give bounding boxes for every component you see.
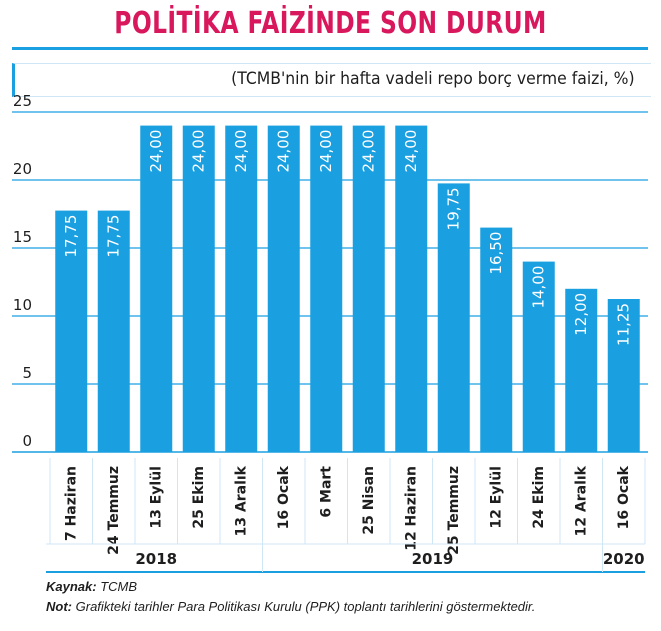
bar-value-label: 24,00 [402, 130, 420, 173]
category-label: 24 Temmuz [106, 466, 122, 555]
chart-subtitle: (TCMB'nin bir hafta vadeli repo borç ver… [231, 69, 635, 89]
subtitle-bar: (TCMB'nin bir hafta vadeli repo borç ver… [12, 63, 651, 97]
bar-value-label: 11,25 [614, 303, 632, 346]
axis-layer: 0 5 10 15 20 25 7 Haziran 24 Temmuz 13 Eylül 25 E… [13, 92, 646, 573]
bar [182, 125, 215, 452]
y-tick-label: 15 [13, 228, 32, 246]
bar-value-label: 24,00 [317, 130, 335, 173]
bar-value-label: 17,75 [104, 215, 122, 258]
category-label: 25 Ekim [191, 466, 207, 529]
source-line: Kaynak: TCMB [46, 577, 535, 597]
y-tick-label: 0 [22, 432, 32, 450]
year-label: 2020 [603, 550, 645, 568]
bars-layer: 17,75 17,75 24,00 24,00 24,00 24,00 24,00 24,00… [55, 125, 640, 452]
category-label: 12 Eylül [488, 466, 504, 529]
bar-value-label: 24,00 [147, 130, 165, 173]
bar-value-label: 24,00 [189, 130, 207, 173]
bar-chart: 17,75 17,75 24,00 24,00 24,00 24,00 24,00 24,00… [12, 92, 648, 573]
bar [607, 299, 640, 452]
bar [565, 288, 598, 452]
category-label: 25 Nisan [361, 466, 377, 535]
source-label: Kaynak: [46, 579, 97, 594]
note-label: Not: [46, 599, 72, 614]
bar [310, 125, 343, 452]
note-text: Grafikteki tarihler Para Politikası Kuru… [75, 599, 536, 614]
title-rule [12, 47, 648, 50]
year-label: 2018 [135, 550, 177, 568]
category-label: 13 Aralık [233, 465, 249, 536]
category-label: 7 Haziran [63, 466, 79, 541]
bar [97, 210, 130, 452]
bar [352, 125, 385, 452]
bar [140, 125, 173, 452]
source-text: TCMB [100, 579, 138, 594]
bar-value-label: 24,00 [359, 130, 377, 173]
y-tick-label: 5 [22, 364, 32, 382]
category-label: 12 Haziran [403, 466, 419, 551]
bar-value-label: 12,00 [572, 293, 590, 336]
bar-value-label: 16,50 [487, 232, 505, 275]
category-label: 16 Ocak [276, 465, 292, 529]
bar-value-label: 24,00 [232, 130, 250, 173]
bar [480, 227, 513, 452]
bar [395, 125, 428, 452]
bar [267, 125, 300, 452]
y-tick-label: 25 [13, 92, 32, 110]
bar [55, 210, 88, 452]
bar-value-label: 19,75 [444, 187, 462, 230]
category-label: 24 Ekim [531, 466, 547, 529]
bar [437, 183, 470, 452]
category-label: 6 Mart [318, 466, 334, 518]
year-label: 2019 [412, 550, 454, 568]
category-label: 12 Aralık [573, 465, 589, 536]
y-tick-label: 20 [13, 160, 32, 178]
chart-title: POLİTİKA FAİZİNDE SON DURUM [114, 6, 547, 41]
y-tick-label: 10 [13, 296, 32, 314]
category-label: 13 Eylül [148, 466, 164, 529]
footer: Kaynak: TCMB Not: Grafikteki tarihler Pa… [46, 577, 535, 617]
bar-value-label: 14,00 [529, 266, 547, 309]
note-line: Not: Grafikteki tarihler Para Politikası… [46, 597, 535, 617]
category-label: 16 Ocak [616, 465, 632, 529]
category-label: 25 Temmuz [446, 466, 462, 555]
bar [225, 125, 258, 452]
bar-value-label: 17,75 [62, 215, 80, 258]
bar-value-label: 24,00 [274, 130, 292, 173]
bar [522, 261, 555, 452]
